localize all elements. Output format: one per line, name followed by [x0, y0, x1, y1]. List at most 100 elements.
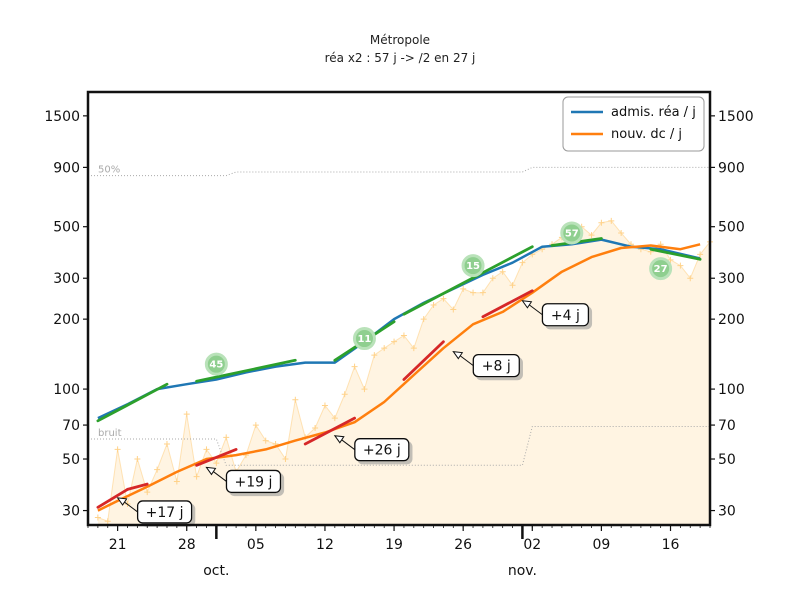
y-tick-label-left: 30	[62, 504, 80, 520]
daily-raw-point	[618, 229, 625, 236]
annotation-box	[354, 438, 410, 462]
daily-raw-point	[677, 262, 684, 269]
x-month-label: nov.	[508, 563, 537, 579]
daily-raw-point	[509, 282, 516, 289]
daily-raw-point	[163, 441, 170, 448]
annotation-label: +19 j	[235, 474, 273, 490]
daily-raw-point	[697, 251, 704, 258]
daily-raw-point	[391, 338, 398, 345]
y-tick-label-right: 900	[718, 160, 745, 176]
annotation-label: +8 j	[482, 359, 511, 375]
growth-segment	[96, 488, 129, 509]
y-axis-left: 30 50 70 100 200 300 500 900 1500	[44, 109, 88, 520]
badge-label: 27	[654, 264, 668, 275]
plot-frame	[86, 90, 712, 527]
annotation-label: +17 j	[146, 505, 184, 521]
daily-raw-point	[667, 256, 674, 263]
y-tick-label-right: 30	[718, 504, 736, 520]
x-tick-label: 21	[109, 537, 127, 553]
daily-raw-point	[252, 422, 259, 429]
badge-circle	[560, 221, 584, 245]
daily-raw-point	[134, 456, 141, 463]
daily-raw-point	[203, 446, 210, 453]
y-tick-label-right: 200	[718, 312, 745, 328]
annotation-label: +26 j	[363, 443, 401, 459]
lag-annotations: +17 j +19 j +26 j +8 j +4 j	[116, 300, 590, 524]
daily-raw-point	[470, 289, 477, 296]
growth-segment	[195, 358, 297, 383]
daily-raw-point	[460, 285, 467, 292]
daily-raw-point	[410, 345, 417, 352]
badge-circle	[352, 327, 376, 351]
growth-segment	[195, 448, 238, 467]
y-tick-label-left: 50	[62, 452, 80, 468]
daily-raw-point	[312, 424, 319, 431]
daily-raw-point	[144, 489, 151, 496]
y-tick-label-right: 500	[718, 220, 745, 236]
y-axis-right: 30 50 70 100 200 300 500 900 1500	[710, 109, 754, 520]
y-tick-label-right: 1500	[718, 109, 754, 125]
badge-label: 45	[209, 360, 223, 371]
badge-label: 15	[466, 261, 480, 272]
legend-label: admis. réa / j	[611, 105, 696, 120]
badge-circle	[461, 254, 485, 278]
chart-subtitle: réa x2 : 57 j -> /2 en 27 j	[325, 51, 476, 65]
daily-raw-point	[213, 460, 220, 467]
daily-raw-point	[331, 415, 338, 422]
x-month-label: oct.	[203, 563, 229, 579]
growth-segment	[481, 289, 534, 319]
daily-raw-point	[114, 446, 121, 453]
x-axis: 21 28 05 12 19 26 02 09 16 oct. nov.	[87, 525, 711, 579]
daily-raw-point	[183, 411, 190, 418]
daily-raw-point	[381, 345, 388, 352]
daily-raw-point	[588, 232, 595, 239]
daily-raw-point	[430, 302, 437, 309]
chart-title: Métropole	[370, 33, 430, 47]
growth-segment	[402, 340, 445, 381]
reference-line-label: 50%	[98, 165, 120, 176]
x-tick-label: 12	[316, 537, 334, 553]
daily-raw-point	[262, 437, 269, 444]
x-tick-label: 19	[385, 537, 403, 553]
y-tick-label-left: 70	[62, 418, 80, 434]
badge-label: 11	[357, 334, 371, 345]
x-tick-label: 05	[247, 537, 265, 553]
daily-raw-point	[173, 478, 180, 485]
daily-raw-point	[193, 473, 200, 480]
growth-badges: 45 11 15 57 27	[204, 221, 673, 376]
annotation-arrowhead	[521, 300, 533, 309]
annotation-box	[472, 353, 520, 378]
daily-raw-point	[479, 289, 486, 296]
daily-raw-point	[420, 316, 427, 323]
annotation-arrowhead	[116, 497, 128, 506]
y-tick-label-right: 300	[718, 271, 745, 287]
legend: admis. réa / j nouv. dc / j	[562, 96, 705, 152]
y-tick-label-left: 500	[53, 220, 80, 236]
x-tick-label: 09	[592, 537, 610, 553]
growth-segment	[303, 416, 356, 446]
badge-circle	[649, 257, 673, 281]
y-tick-label-right: 50	[718, 452, 736, 468]
y-tick-label-left: 1500	[44, 109, 80, 125]
annotation-box	[225, 469, 282, 494]
reference-line	[88, 426, 710, 466]
growth-segment	[126, 482, 149, 491]
badge-circle	[204, 352, 228, 376]
x-tick-label: 16	[662, 537, 680, 553]
x-tick-label: 28	[178, 537, 196, 553]
annotation-arrowhead	[205, 466, 217, 476]
annotation-label: +4 j	[551, 308, 580, 324]
growth-segment	[402, 245, 534, 316]
x-tick-label: 26	[454, 537, 472, 553]
reference-line	[88, 166, 710, 177]
growth-segment	[649, 247, 702, 261]
daily-raw-point	[608, 217, 615, 224]
badge-label: 57	[565, 228, 579, 239]
series-line	[97, 243, 701, 512]
daily-raw-point	[321, 402, 328, 409]
daily-raw-point	[499, 268, 506, 275]
daily-raw-point	[400, 332, 407, 339]
daily-raw-point	[371, 352, 378, 359]
daily-raw-point	[489, 275, 496, 282]
